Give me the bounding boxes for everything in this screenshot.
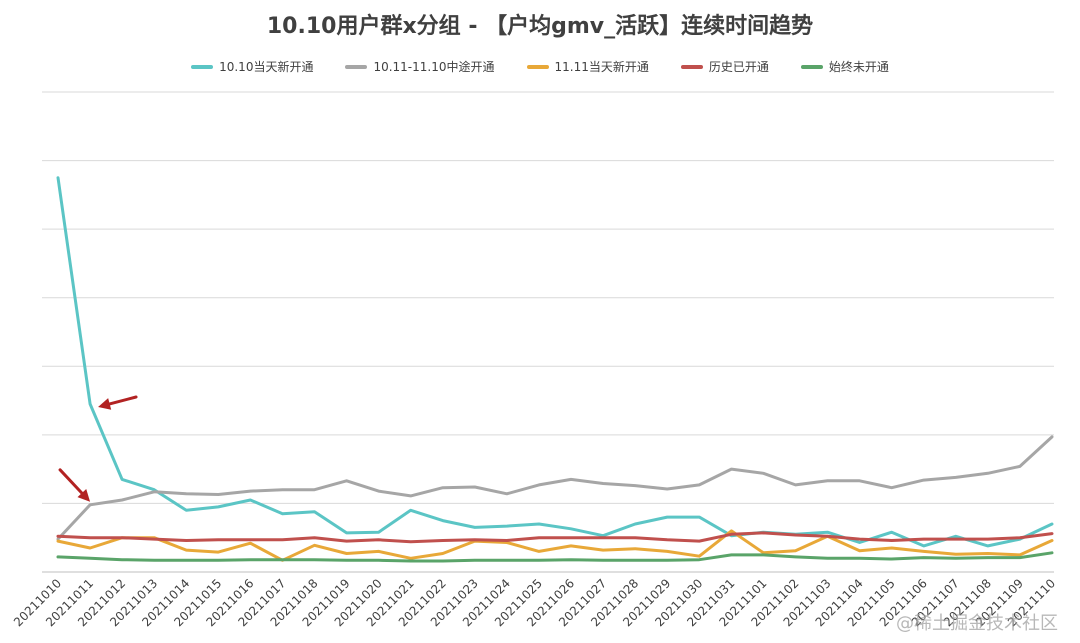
- legend-label: 历史已开通: [708, 60, 769, 74]
- legend-label: 10.11-11.10中途开通: [373, 60, 495, 74]
- legend-label: 10.10当天新开通: [219, 60, 314, 74]
- legend-item: 10.10当天新开通: [191, 58, 313, 75]
- annotation-arrow: [58, 468, 91, 502]
- series-line: [56, 529, 1054, 562]
- series-lines: [56, 176, 1054, 563]
- series-line: [56, 176, 1054, 548]
- legend-swatch: [680, 64, 703, 69]
- series-line: [56, 435, 1054, 541]
- legend-swatch: [800, 64, 823, 69]
- series-line: [56, 551, 1054, 563]
- legend-item: 11.11当天新开通: [526, 58, 649, 75]
- legend-item: 10.11-11.10中途开通: [345, 58, 495, 75]
- legend-item: 历史已开通: [680, 58, 769, 75]
- chart-title: 10.10用户群x分组 - 【户均gmv_活跃】连续时间趋势: [266, 14, 814, 39]
- legend-swatch: [191, 64, 214, 69]
- legend-swatch: [526, 64, 549, 69]
- legend: 10.10当天新开通 10.11-11.10中途开通 11.11当天新开通 历史已开通…: [0, 58, 1080, 75]
- legend-label: 始终未开通: [828, 60, 889, 74]
- legend-item: 始终未开通: [800, 58, 889, 75]
- legend-swatch: [345, 64, 368, 69]
- gridlines: [42, 91, 1054, 573]
- watermark: @稀土掘金技术社区: [896, 613, 1058, 634]
- legend-label: 11.11当天新开通: [554, 60, 649, 74]
- annotations: [58, 395, 138, 502]
- series-line: [56, 531, 1054, 544]
- annotation-arrow: [98, 395, 138, 410]
